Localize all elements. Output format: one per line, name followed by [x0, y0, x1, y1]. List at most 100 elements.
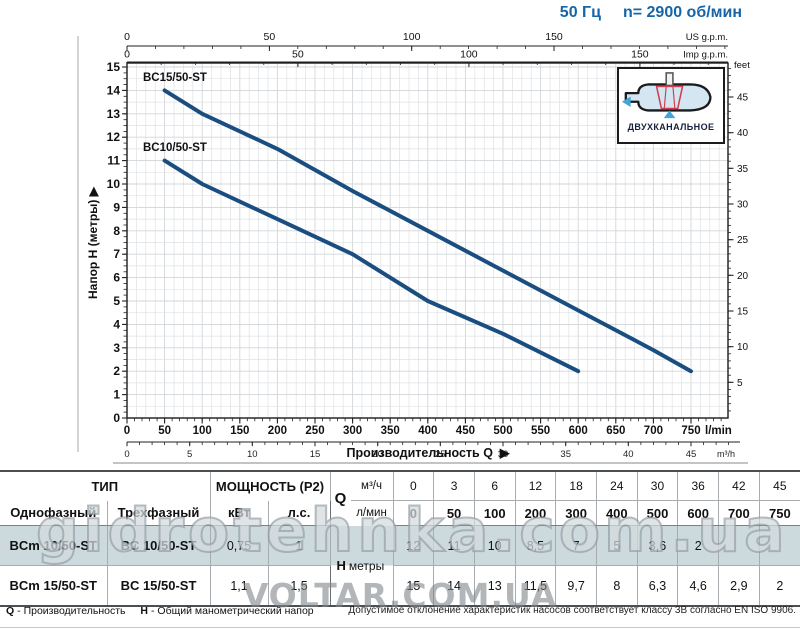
svg-text:550: 550: [531, 425, 550, 437]
svg-text:feet: feet: [734, 60, 750, 71]
h-value-cell: 11,5: [514, 565, 557, 607]
q-m3h-cell: 42: [718, 471, 760, 501]
q-lmin-cell: 200: [514, 500, 557, 526]
q-m3h-cell: 45: [758, 471, 800, 501]
impeller-type-label: ДВУХКАНАЛЬНОЕ: [627, 122, 715, 132]
h-value-cell: [758, 525, 800, 566]
curve-BC10/50-ST: [162, 158, 581, 374]
svg-text:750: 750: [681, 425, 700, 437]
svg-text:10: 10: [247, 449, 258, 460]
svg-text:5: 5: [737, 378, 743, 389]
svg-text:50: 50: [158, 425, 171, 437]
curve-label-BC10/50-ST: BC10/50-ST: [143, 142, 207, 154]
svg-text:45: 45: [737, 93, 749, 104]
h-value-cell: 6,3: [636, 565, 679, 607]
flow-arrow-left-icon: [621, 96, 631, 108]
svg-text:650: 650: [606, 425, 625, 437]
svg-text:0: 0: [124, 425, 130, 437]
bottom-divider: [0, 627, 800, 628]
h-value-cell: 11: [433, 525, 475, 566]
svg-text:0: 0: [124, 31, 130, 43]
h-value-cell: 4,6: [677, 565, 720, 607]
svg-text:400: 400: [418, 425, 437, 437]
h-value-cell: 2,9: [718, 565, 760, 607]
svg-text:10: 10: [737, 342, 749, 353]
q-lmin-cell: 600: [677, 500, 720, 526]
q-m3h-cell: 36: [677, 471, 720, 501]
svg-text:11: 11: [107, 154, 120, 168]
svg-text:Напор H (метры) ▶: Напор H (метры) ▶: [86, 186, 100, 299]
svg-text:100: 100: [193, 425, 212, 437]
svg-text:7: 7: [113, 247, 120, 261]
svg-text:8: 8: [113, 224, 120, 238]
kw-cell: 0,75: [209, 525, 269, 566]
q-lmin-cell: 400: [595, 500, 638, 526]
hp-cell: 1: [267, 525, 331, 566]
model-single-cell: BCm 10/50-ST: [0, 525, 108, 566]
svg-text:300: 300: [343, 425, 362, 437]
model-three-cell: BC 15/50-ST: [106, 565, 211, 607]
q-m3h-cell: 6: [473, 471, 516, 501]
svg-text:0: 0: [113, 411, 120, 425]
svg-text:20: 20: [372, 449, 383, 460]
h-value-cell: 10: [473, 525, 516, 566]
h-value-cell: [718, 525, 760, 566]
h-value-cell: 8,5: [514, 525, 557, 566]
type-header: ТИП: [0, 471, 211, 501]
svg-text:15: 15: [737, 307, 749, 318]
svg-text:100: 100: [460, 49, 478, 61]
svg-text:15: 15: [107, 60, 121, 74]
svg-text:20: 20: [737, 271, 749, 282]
svg-text:45: 45: [686, 449, 697, 460]
footnote-h-term: H: [140, 605, 149, 617]
svg-text:25: 25: [435, 449, 446, 460]
q-m3h-cell: 30: [636, 471, 679, 501]
svg-text:9: 9: [113, 200, 120, 214]
svg-text:500: 500: [493, 425, 512, 437]
footnote-q-def: - Производительность: [17, 605, 126, 617]
svg-text:2: 2: [113, 364, 120, 378]
svg-text:250: 250: [305, 425, 324, 437]
svg-text:Производительность Q ▶: Производительность Q ▶: [347, 446, 511, 460]
h-value-cell: 2: [677, 525, 720, 566]
q-lmin-cell: 0: [392, 500, 435, 526]
h-value-cell: 13: [473, 565, 516, 607]
hp-cell: 1,5: [267, 565, 331, 607]
col-three-phase: Трехфазный: [106, 500, 211, 526]
curve-label-BC15/50-ST: BC15/50-ST: [143, 72, 207, 84]
svg-text:1: 1: [113, 388, 120, 402]
col-kw: кВт: [209, 500, 269, 526]
svg-text:200: 200: [268, 425, 287, 437]
h-value-cell: 7: [555, 525, 597, 566]
svg-text:50: 50: [292, 49, 304, 61]
impeller-diagram: [621, 72, 712, 119]
power-header: МОЩНОСТЬ (P2): [209, 471, 331, 501]
svg-text:35: 35: [737, 164, 749, 175]
pump-shaft: [665, 72, 674, 87]
svg-text:350: 350: [381, 425, 400, 437]
svg-text:13: 13: [107, 107, 121, 121]
footnote-q-h: Q- Производительность H- Общий манометри…: [6, 605, 314, 617]
q-m3h-cell: 18: [555, 471, 597, 501]
q-lmin-cell: 750: [758, 500, 800, 526]
svg-text:0: 0: [124, 449, 129, 460]
h-value-cell: 8: [595, 565, 638, 607]
svg-text:l/min: l/min: [705, 425, 732, 437]
h-value-cell: 12: [392, 525, 435, 566]
model-three-cell: BC 10/50-ST: [106, 525, 211, 566]
svg-text:40: 40: [737, 128, 749, 139]
q-lmin-cell: 100: [473, 500, 516, 526]
svg-text:35: 35: [560, 449, 571, 460]
impeller-outline: [655, 85, 684, 110]
svg-text:12: 12: [107, 130, 121, 144]
svg-text:15: 15: [310, 449, 321, 460]
impeller-channels: [663, 86, 676, 109]
q-m3h-unit: м³/ч: [350, 473, 393, 501]
svg-text:150: 150: [230, 425, 249, 437]
model-single-cell: BCm 15/50-ST: [0, 565, 108, 607]
speed-label: n= 2900 об/мин: [622, 4, 742, 21]
